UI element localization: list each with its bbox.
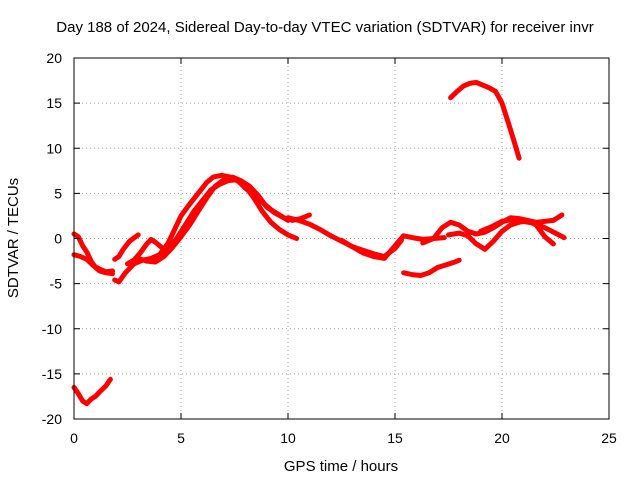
- data-series-arc-8: [157, 177, 300, 258]
- y-tick-label: 20: [46, 50, 62, 66]
- data-series-arc-10: [339, 237, 404, 259]
- y-tick-label: -20: [42, 411, 62, 427]
- x-tick-label: 0: [70, 430, 78, 446]
- series-layer: [71, 79, 567, 407]
- data-series-arc-3: [71, 252, 115, 275]
- data-series-arc-9: [285, 215, 447, 261]
- data-series-arc-11: [401, 257, 462, 278]
- axis-layer: 0 5 10 15 20 25 -20 -15 -10 -5 0 5 10 15 20: [42, 50, 617, 446]
- y-tick-label: -15: [42, 366, 62, 382]
- data-series-arc-6: [125, 236, 165, 267]
- y-axis-label: SDTVAR / TECUs: [5, 178, 22, 298]
- y-tick-label: -5: [50, 276, 63, 292]
- data-series-arc-4: [112, 172, 291, 285]
- x-tick-label: 10: [280, 430, 296, 446]
- y-tick-label: 10: [46, 140, 62, 156]
- y-tick-label: 5: [54, 185, 62, 201]
- x-tick-label: 5: [177, 430, 185, 446]
- y-tick-label: 0: [54, 231, 62, 247]
- data-series-arc-14: [478, 217, 567, 241]
- chart-title: Day 188 of 2024, Sidereal Day-to-day VTE…: [56, 19, 593, 36]
- data-series-arc-5: [112, 232, 141, 262]
- y-tick-label: 15: [46, 95, 62, 111]
- x-tick-label: 25: [601, 430, 617, 446]
- x-axis-label: GPS time / hours: [284, 458, 398, 475]
- x-tick-label: 20: [494, 430, 510, 446]
- data-series-arc-1: [71, 376, 113, 407]
- y-tick-label: -10: [42, 321, 62, 337]
- x-tick-label: 15: [387, 430, 403, 446]
- data-series-arc-15: [448, 79, 522, 161]
